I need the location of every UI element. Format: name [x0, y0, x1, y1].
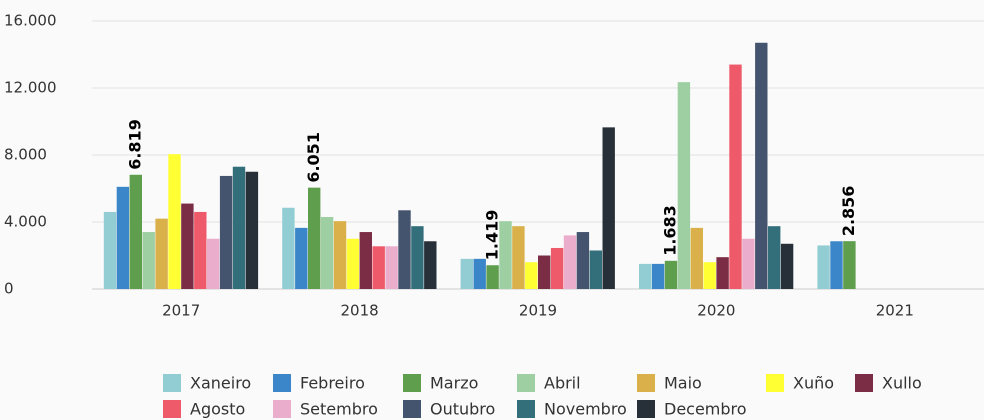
bar — [207, 238, 220, 289]
bar — [742, 238, 755, 289]
bar — [525, 262, 538, 289]
bar — [411, 226, 424, 289]
bar — [129, 174, 142, 289]
bar — [359, 232, 372, 289]
legend-label: Xaneiro — [190, 374, 251, 393]
bar — [664, 260, 678, 289]
x-tick-label: 2018 — [341, 302, 379, 320]
bar — [181, 203, 194, 289]
legend-label: Novembro — [544, 400, 627, 419]
legend-label: Outubro — [430, 400, 495, 419]
legend-swatch — [637, 400, 655, 418]
legend-label: Decembro — [664, 400, 747, 419]
legend-label: Agosto — [190, 400, 245, 419]
data-label: 1.683 — [661, 205, 680, 256]
legend-swatch — [403, 374, 421, 392]
legend-swatch — [637, 374, 655, 392]
bar — [830, 241, 843, 289]
bar — [385, 246, 398, 289]
bar — [219, 175, 233, 289]
data-label: 1.419 — [482, 210, 501, 261]
bar — [550, 247, 564, 289]
y-tick-label: 8.000 — [4, 146, 47, 164]
data-label: 6.051 — [304, 132, 323, 183]
bar — [346, 238, 360, 289]
legend-label: Marzo — [430, 374, 478, 393]
bar — [843, 241, 856, 289]
bar — [424, 241, 437, 289]
bar — [295, 227, 308, 289]
bar — [308, 187, 321, 289]
bar — [333, 221, 347, 289]
legend-swatch — [273, 374, 291, 392]
legend-label: Setembro — [300, 400, 378, 419]
legend-label: Febreiro — [300, 374, 365, 393]
legend-swatch — [273, 400, 291, 418]
bar — [602, 127, 615, 289]
bar — [142, 232, 155, 289]
bar — [168, 154, 181, 289]
bar — [768, 226, 781, 289]
bar — [232, 166, 246, 289]
bar — [651, 263, 665, 289]
x-tick-label: 2017 — [162, 302, 200, 320]
bar — [245, 171, 259, 289]
bar — [398, 210, 411, 289]
bar — [512, 226, 525, 289]
bar — [460, 258, 473, 289]
bar — [589, 250, 602, 289]
bar — [282, 207, 295, 289]
legend-swatch — [517, 374, 535, 392]
bar — [716, 257, 729, 289]
bar — [703, 262, 716, 289]
y-tick-label: 4.000 — [4, 213, 47, 231]
legend-swatch — [163, 374, 181, 392]
bar — [499, 221, 512, 289]
bar — [372, 246, 385, 289]
bar — [729, 64, 742, 289]
x-tick-label: 2021 — [876, 302, 914, 320]
legend-label: Abril — [544, 374, 581, 393]
legend-swatch — [855, 374, 873, 392]
legend-label: Xuño — [793, 374, 834, 393]
legend-swatch — [517, 400, 535, 418]
bar — [563, 235, 577, 289]
bar — [155, 218, 168, 289]
y-tick-label: 16.000 — [4, 12, 57, 30]
x-tick-label: 2020 — [697, 302, 735, 320]
legend-label: Maio — [664, 374, 702, 393]
bar — [473, 258, 486, 289]
bar — [116, 186, 130, 289]
bar — [103, 211, 117, 289]
bar — [755, 42, 768, 290]
bar — [817, 245, 830, 289]
bar — [576, 232, 590, 289]
bar — [194, 211, 207, 289]
bar — [320, 216, 334, 289]
legend-swatch — [403, 400, 421, 418]
data-label: 2.856 — [839, 186, 858, 237]
data-label: 6.819 — [126, 119, 145, 170]
bar — [690, 227, 703, 289]
bar — [780, 243, 794, 289]
x-tick-label: 2019 — [519, 302, 557, 320]
y-tick-label: 0 — [4, 280, 14, 298]
bar — [639, 263, 652, 289]
legend-swatch — [766, 374, 784, 392]
bar — [538, 255, 551, 289]
bar — [486, 265, 499, 289]
legend-label: Xullo — [882, 374, 922, 393]
legend-swatch — [163, 400, 181, 418]
bar — [677, 82, 691, 289]
y-tick-label: 12.000 — [4, 79, 57, 97]
